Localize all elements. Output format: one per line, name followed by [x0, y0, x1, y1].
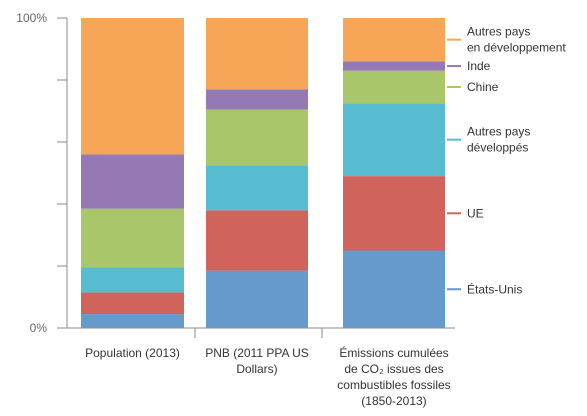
x-category-label: de CO₂ issues des — [344, 362, 443, 376]
bar-segment — [343, 250, 445, 328]
x-category-label: Population (2013) — [85, 346, 180, 360]
legend-label: en développement — [467, 41, 566, 55]
bar-segment — [81, 292, 184, 315]
bar-segment — [343, 103, 445, 177]
legend-label: Autres pays — [467, 25, 530, 39]
x-category-label: PNB (2011 PPA US — [205, 346, 309, 360]
x-category-label: Dollars) — [236, 362, 277, 376]
legend-label: Inde — [467, 59, 491, 73]
bar-segment — [81, 267, 184, 293]
bar-segment — [81, 18, 184, 155]
x-category-label: combustibles fossiles — [337, 378, 450, 392]
bar-segment — [206, 109, 308, 166]
y-tick-label: 100% — [16, 11, 47, 25]
bar-segment — [81, 208, 184, 268]
bar-segment — [206, 89, 308, 110]
bar-segment — [343, 18, 445, 62]
bar-segment — [206, 18, 308, 90]
bar-segment — [206, 270, 308, 328]
legend-label: Chine — [467, 80, 499, 94]
bar-segment — [343, 61, 445, 71]
legend-label: développés — [467, 141, 528, 155]
legend-label: Autres pays — [467, 125, 530, 139]
legend-label: États-Unis — [467, 281, 522, 296]
legend-label: UE — [467, 206, 484, 220]
bar-segment — [343, 70, 445, 104]
x-category-label: Émissions cumulées — [339, 345, 448, 360]
bar-segment — [206, 165, 308, 211]
bar-segment — [206, 210, 308, 271]
bar-segment — [81, 154, 184, 209]
bar-segment — [81, 314, 184, 328]
y-tick-label: 0% — [30, 321, 48, 335]
bar-segment — [343, 176, 445, 251]
x-category-label: (1850-2013) — [361, 394, 426, 408]
